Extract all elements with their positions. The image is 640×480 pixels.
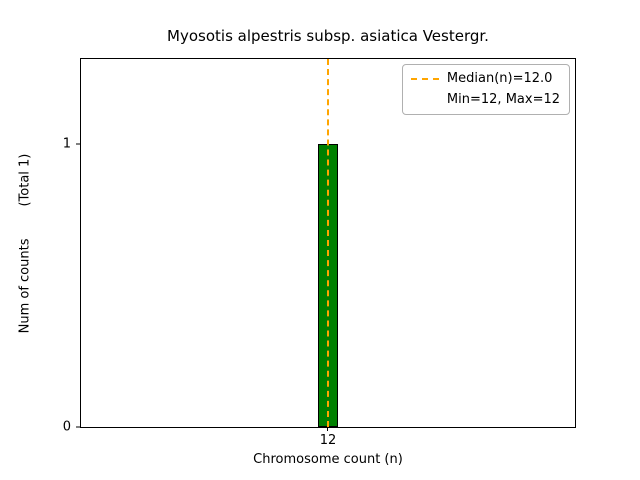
legend-entry-median: Median(n)=12.0: [410, 71, 560, 87]
x-axis-label: Chromosome count (n): [253, 452, 403, 467]
y-tick-mark-1: [76, 143, 80, 145]
legend: Median(n)=12.0 Min=12, Max=12: [401, 64, 570, 115]
legend-label-minmax: Min=12, Max=12: [446, 92, 560, 107]
x-tick-mark: [327, 427, 328, 431]
plot-area: 0 1 12 Median(n)=12.0 Min=12, Max=12 Chr…: [63, 58, 576, 467]
chart-title: Myosotis alpestris subsp. asiatica Veste…: [167, 27, 489, 45]
x-tick-label: 12: [319, 433, 337, 448]
median-line-sample-icon: [410, 78, 439, 80]
legend-handle: [410, 78, 439, 80]
median-line: [327, 59, 329, 427]
y-tick-label-0: 0: [62, 419, 71, 435]
legend-entry-minmax: Min=12, Max=12: [411, 92, 560, 108]
y-tick-mark-0: [76, 426, 80, 428]
y-axis-total-text: (Total 1): [17, 153, 33, 207]
y-tick-label-1: 1: [62, 136, 71, 152]
legend-label-median: Median(n)=12.0: [446, 71, 553, 86]
y-axis-label-text: Num of counts: [17, 238, 33, 333]
y-axis-label: Num of counts (Total 1): [16, 58, 34, 428]
